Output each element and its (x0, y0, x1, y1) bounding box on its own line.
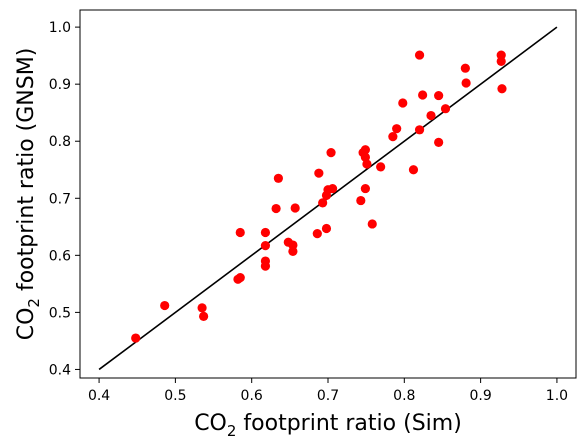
data-point (199, 311, 209, 321)
x-tick-label: 0.9 (469, 388, 491, 404)
data-point (271, 203, 281, 214)
data-point (418, 90, 428, 100)
data-point (260, 256, 271, 266)
data-point (392, 124, 402, 134)
data-point (260, 227, 271, 238)
data-point (314, 168, 324, 178)
y-tick-label: 0.4 (49, 362, 71, 378)
x-tick-label: 1.0 (546, 388, 568, 404)
x-tick-label: 0.7 (317, 388, 339, 404)
data-point (376, 162, 386, 172)
data-point (327, 183, 338, 194)
data-point (360, 183, 370, 194)
y-tick-label: 0.9 (49, 77, 71, 93)
data-point (496, 56, 506, 66)
y-tick-label: 1.0 (49, 20, 71, 36)
data-point (408, 165, 419, 175)
x-axis-title-prefix: CO (194, 411, 227, 436)
data-point (461, 78, 471, 88)
y-tick-label: 0.8 (49, 134, 71, 150)
data-point (362, 159, 372, 169)
x-tick-label: 0.8 (393, 388, 415, 404)
y-axis-title: CO2 footprint ratio (GNSM) (14, 48, 43, 341)
data-point (131, 333, 141, 343)
data-point (414, 50, 425, 60)
data-point (356, 195, 366, 206)
data-point (434, 90, 444, 101)
y-axis-title-suffix: footprint ratio (GNSM) (14, 48, 39, 298)
data-point (160, 300, 170, 311)
data-point (288, 240, 298, 250)
x-tick-label: 0.4 (88, 388, 110, 404)
x-tick-label: 0.6 (241, 388, 263, 404)
y-tick-label: 0.5 (49, 305, 71, 321)
y-tick-label: 0.7 (49, 191, 71, 207)
data-point (414, 125, 425, 135)
data-point (388, 132, 398, 142)
x-axis-title-suffix: footprint ratio (Sim) (236, 411, 461, 436)
y-axis-title-prefix: CO (14, 308, 39, 341)
y-tick-label: 0.6 (49, 248, 71, 264)
x-tick-label: 0.5 (164, 388, 186, 404)
plot-area (98, 26, 558, 371)
data-point (426, 110, 436, 121)
data-point (398, 98, 408, 108)
data-point (460, 63, 470, 73)
x-axis-title: CO2 footprint ratio (Sim) (194, 411, 462, 440)
data-point (235, 227, 245, 238)
axes: 0.4 0.5 0.6 0.7 0.8 0.9 1.0 0.4 0.5 0.6 0.7 0.8 0.9 1… (49, 9, 577, 404)
data-point (326, 148, 336, 158)
data-point (360, 145, 370, 155)
y-axis-title-subscript: 2 (25, 298, 43, 308)
data-point (497, 84, 507, 94)
data-point (273, 173, 283, 183)
data-point (440, 104, 451, 114)
data-point (197, 303, 207, 313)
data-point (312, 229, 322, 239)
data-point (360, 152, 370, 162)
x-axis-title-subscript: 2 (227, 422, 237, 440)
data-point (367, 219, 377, 229)
data-point (434, 137, 444, 147)
data-point (290, 203, 300, 213)
data-point (235, 272, 245, 283)
data-point (260, 241, 271, 251)
data-point (321, 223, 332, 234)
data-point (318, 198, 328, 208)
